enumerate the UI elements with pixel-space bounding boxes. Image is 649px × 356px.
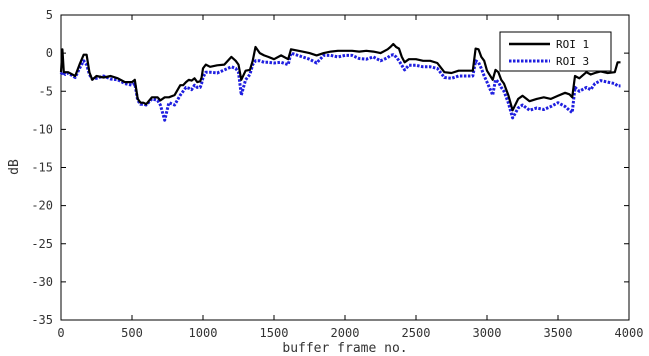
y-tick-label: 5 [46, 8, 53, 22]
y-tick-label: 0 [46, 46, 53, 60]
x-tick-label: 1000 [189, 326, 218, 340]
x-tick-label: 2500 [402, 326, 431, 340]
legend-label-roi-3: ROI 3 [556, 55, 589, 68]
x-axis-label: buffer frame no. [282, 341, 407, 356]
x-tick-label: 1500 [260, 326, 289, 340]
y-tick-label: -10 [31, 122, 53, 136]
x-tick-label: 500 [121, 326, 143, 340]
legend: ROI 1 ROI 3 [499, 31, 612, 72]
x-tick-label: 3500 [544, 326, 573, 340]
y-tick-label: -5 [39, 84, 53, 98]
legend-label-roi-1: ROI 1 [556, 38, 589, 51]
series-line-roi-3 [59, 51, 621, 122]
y-axis-ticks: 5 0 -5 -10 -15 -20 -25 -30 -35 [31, 8, 629, 327]
y-axis-label: dB [7, 159, 22, 175]
x-tick-label: 0 [57, 326, 64, 340]
series-line-roi-1 [59, 42, 621, 112]
y-tick-label: -15 [31, 161, 53, 175]
y-tick-label: -30 [31, 275, 53, 289]
x-tick-label: 2000 [331, 326, 360, 340]
legend-box [499, 31, 612, 72]
y-tick-label: -25 [31, 237, 53, 251]
series-layer [59, 42, 621, 122]
y-tick-label: -35 [31, 313, 53, 327]
x-tick-label: 4000 [615, 326, 644, 340]
x-axis-ticks: 0 500 1000 1500 2000 2500 3000 3500 4000 [57, 15, 643, 340]
y-tick-label: -20 [31, 199, 53, 213]
x-tick-label: 3000 [473, 326, 502, 340]
